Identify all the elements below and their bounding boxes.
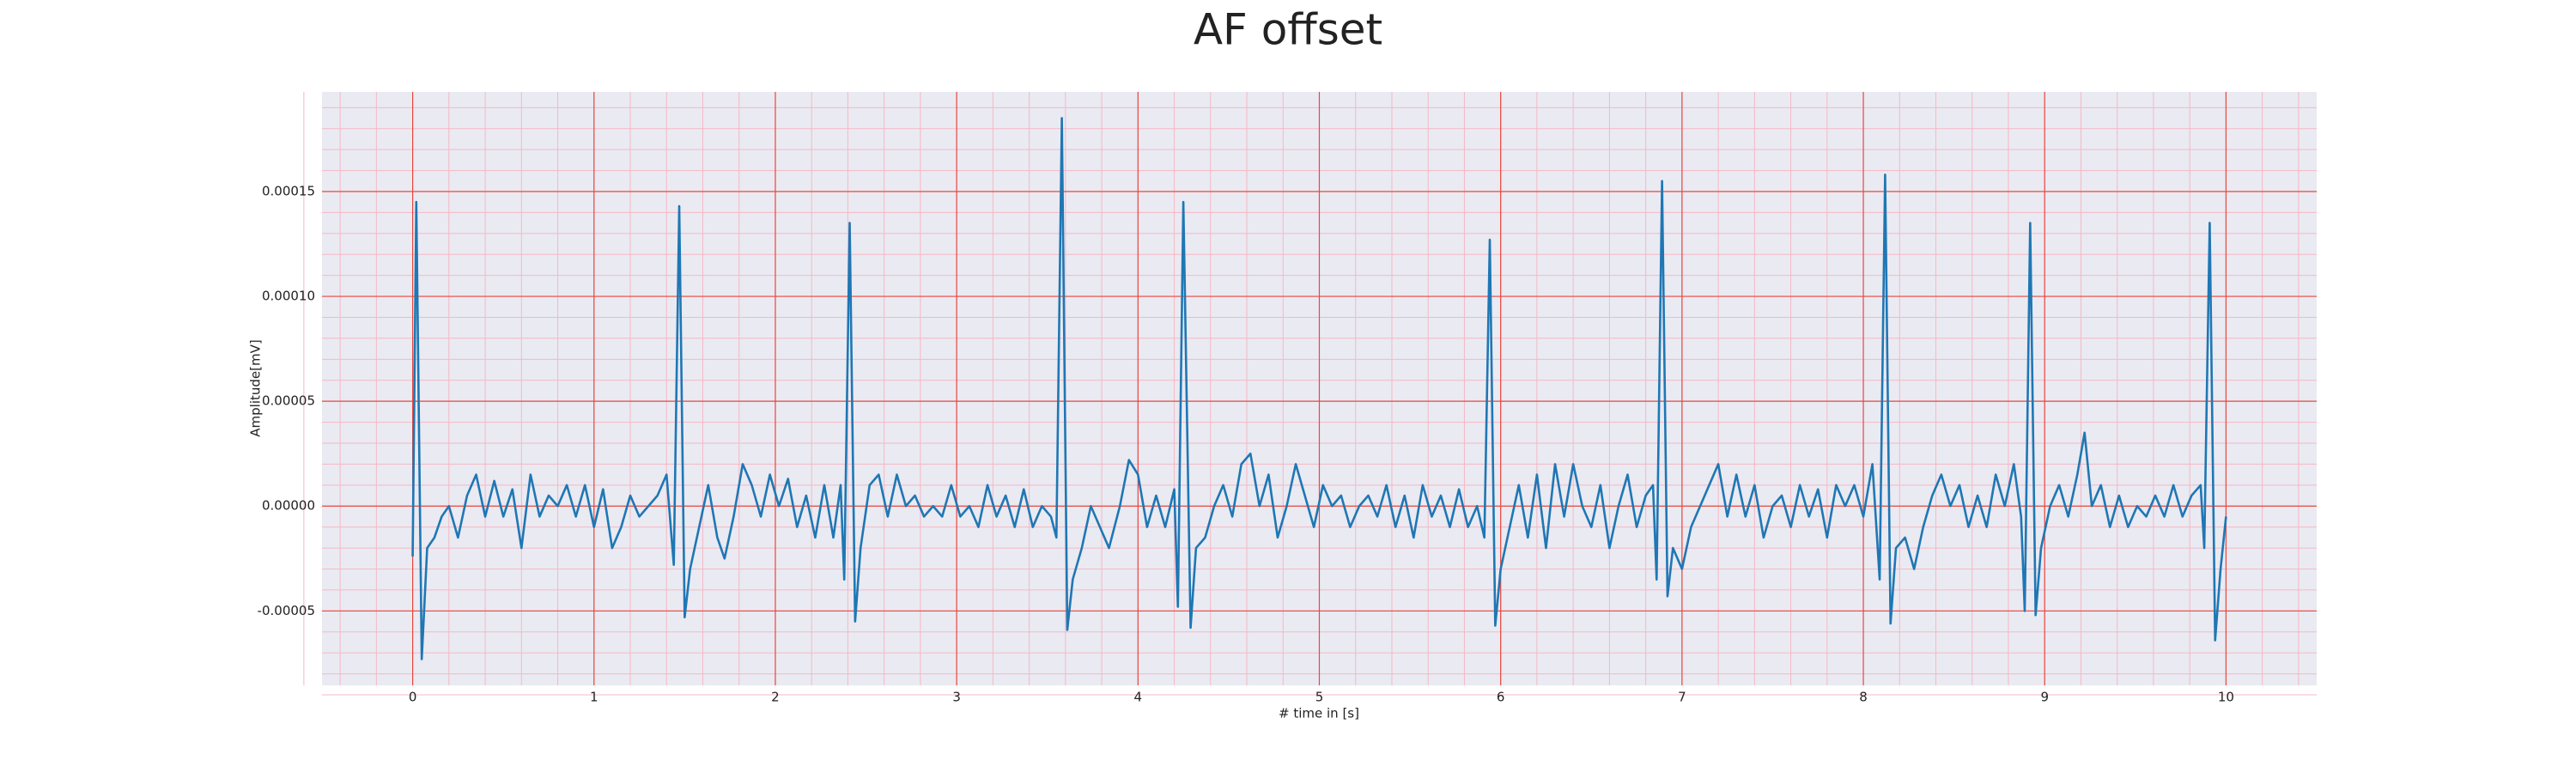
y-axis-label: Amplitude[mV] xyxy=(248,339,264,436)
y-tick-label: -0.00005 xyxy=(258,603,315,618)
x-tick-label: 2 xyxy=(771,690,780,705)
x-tick-label: 0 xyxy=(409,690,417,705)
x-tick-label: 7 xyxy=(1678,690,1686,705)
x-tick-label: 10 xyxy=(2218,690,2234,705)
y-tick-label: 0.00000 xyxy=(262,498,315,514)
y-tick-label: 0.00005 xyxy=(262,393,315,409)
x-tick-label: 8 xyxy=(1859,690,1868,705)
x-axis-label: # time in [s] xyxy=(1279,706,1359,721)
x-tick-label: 5 xyxy=(1315,690,1324,705)
y-tick-label: 0.00015 xyxy=(262,183,315,198)
x-tick-label: 6 xyxy=(1497,690,1505,705)
x-tick-label: 9 xyxy=(2040,690,2049,705)
signal-line xyxy=(411,117,2227,660)
x-tick-label: 4 xyxy=(1134,690,1143,705)
x-tick-label: 1 xyxy=(590,690,598,705)
x-tick-label: 3 xyxy=(952,690,961,705)
chart-title: AF offset xyxy=(1194,5,1382,55)
y-tick-label: 0.00010 xyxy=(262,289,315,304)
